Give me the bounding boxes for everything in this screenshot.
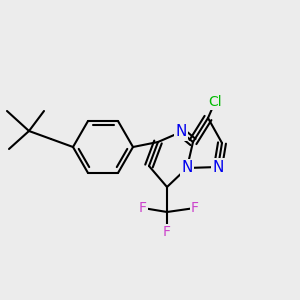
- Text: Cl: Cl: [208, 95, 222, 109]
- Text: F: F: [139, 201, 147, 215]
- Text: F: F: [163, 225, 171, 239]
- Text: N: N: [181, 160, 193, 175]
- Text: N: N: [175, 124, 187, 140]
- Text: N: N: [212, 160, 224, 175]
- Text: F: F: [191, 201, 199, 215]
